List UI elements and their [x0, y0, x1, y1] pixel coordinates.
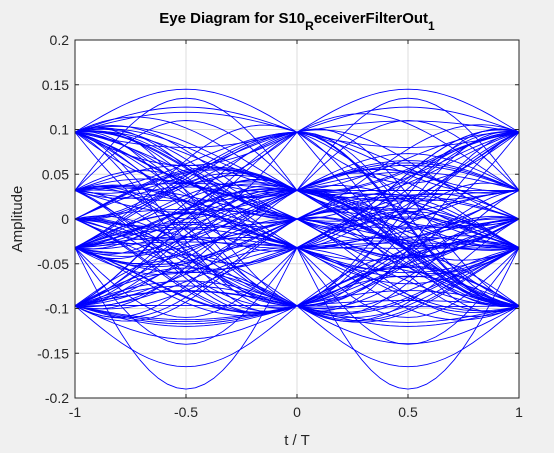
- y-tick-label: 0.05: [42, 166, 69, 182]
- x-axis-label: t / T: [284, 432, 310, 449]
- x-tick-label: 0: [293, 404, 301, 420]
- eye-envelope-trace: [74, 247, 298, 345]
- y-tick-labels: -0.2 -0.15 -0.1 -0.05 0 0.05 0.1 0.15 0.2: [37, 32, 69, 406]
- eye-envelope-trace: [296, 305, 520, 327]
- eye-envelope-trace: [296, 247, 520, 274]
- y-tick-label: 0.15: [42, 77, 69, 93]
- eye-envelope-trace: [296, 247, 520, 318]
- y-tick-label: -0.1: [45, 301, 69, 317]
- eye-envelope-trace: [74, 131, 298, 220]
- eye-envelope-trace: [74, 236, 298, 249]
- eye-envelope-trace: [74, 131, 298, 184]
- eye-envelope-trace: [74, 189, 298, 202]
- y-tick-label: 0.1: [50, 122, 70, 138]
- eye-envelope-trace: [296, 247, 520, 345]
- eye-envelope-trace: [74, 247, 298, 274]
- eye-envelope-trace: [74, 88, 298, 133]
- eye-envelope-trace: [296, 131, 520, 148]
- eye-envelope-trace: [296, 290, 520, 307]
- chart-title-rest: eceiverFilterOut: [314, 10, 428, 27]
- eye-envelope-trace: [74, 254, 298, 307]
- chart-title-sub-r: R: [305, 19, 314, 33]
- axis-ticks: [74, 39, 520, 399]
- eye-envelope-trace: [74, 131, 298, 148]
- x-tick-label: -1: [69, 404, 82, 420]
- chart-title-sub-1: 1: [428, 19, 435, 33]
- eye-envelope-trace: [296, 164, 520, 191]
- eye-envelope-trace: [74, 305, 298, 368]
- eye-envelope-trace: [296, 106, 520, 133]
- chart-title: Eye Diagram for S10ReceiverFilterOut1: [159, 10, 435, 33]
- chart-title-main: Eye Diagram for S10: [159, 10, 305, 27]
- eye-envelope-trace: [296, 305, 520, 368]
- eye-envelope-trace: [296, 120, 520, 191]
- eye-envelope-trace: [296, 236, 520, 249]
- eye-trace: [74, 217, 520, 307]
- eye-envelope-trace: [74, 164, 298, 191]
- eye-envelope-trace: [296, 189, 520, 202]
- eye-envelope-trace: [74, 247, 298, 390]
- y-axis-label: Amplitude: [9, 186, 26, 253]
- eye-envelope-trace: [74, 290, 298, 307]
- eye-envelope-trace: [74, 247, 298, 318]
- y-tick-label: -0.05: [37, 256, 69, 272]
- y-tick-label: 0.2: [50, 32, 70, 48]
- eye-envelope-trace: [296, 131, 520, 184]
- eye-envelope-trace: [74, 97, 298, 191]
- eye-envelope-trace: [296, 254, 520, 307]
- eye-traces: [74, 88, 520, 390]
- eye-envelope-trace: [74, 120, 298, 191]
- y-tick-label: 0: [61, 211, 69, 227]
- eye-envelope-trace: [296, 97, 520, 191]
- x-tick-label: -0.5: [174, 404, 198, 420]
- x-tick-label: 1: [515, 404, 523, 420]
- eye-envelope-trace: [296, 131, 520, 220]
- y-tick-label: -0.2: [45, 390, 69, 406]
- eye-envelope-trace: [74, 106, 298, 133]
- x-tick-labels: -1 -0.5 0 0.5 1: [69, 404, 523, 420]
- x-tick-label: 0.5: [398, 404, 418, 420]
- eye-envelope-trace: [74, 305, 298, 327]
- eye-envelope-trace: [296, 88, 520, 133]
- y-tick-label: -0.15: [37, 345, 69, 361]
- eye-envelope-trace: [296, 247, 520, 390]
